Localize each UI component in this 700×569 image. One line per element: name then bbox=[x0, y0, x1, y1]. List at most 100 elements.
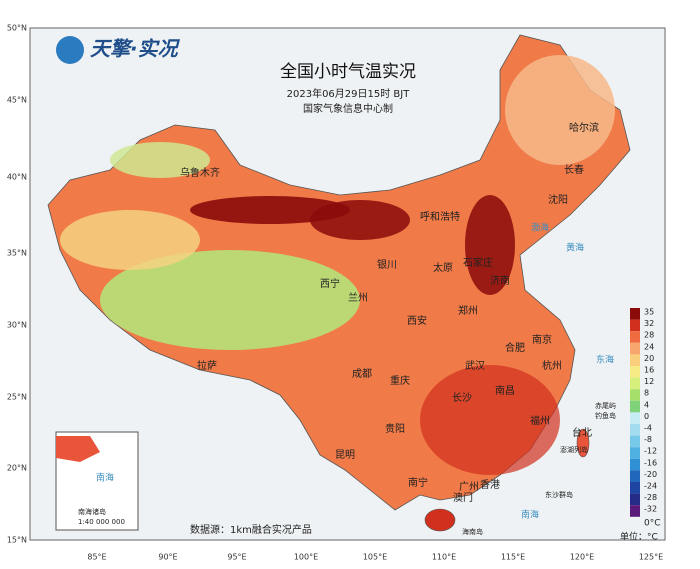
lat-label: 40°N bbox=[7, 173, 27, 182]
lon-label: 95°E bbox=[227, 553, 246, 562]
legend-label: 28 bbox=[644, 331, 654, 340]
lat-label: 45°N bbox=[7, 96, 27, 105]
title: 全国小时气温实况 bbox=[280, 62, 416, 82]
region-shade bbox=[110, 142, 210, 178]
sea-label: 黄海 bbox=[566, 242, 584, 254]
city-label: 香港 bbox=[480, 479, 500, 491]
taiwan bbox=[576, 428, 590, 458]
city-label: 呼和浩特 bbox=[420, 211, 460, 223]
region-shade bbox=[60, 210, 200, 270]
city-label: 武汉 bbox=[465, 359, 485, 372]
sea-label: 南海 bbox=[521, 509, 539, 521]
legend-swatch bbox=[630, 366, 640, 378]
sea-label: 东海 bbox=[596, 354, 614, 366]
city-label: 西宁 bbox=[320, 277, 340, 290]
legend-swatch bbox=[630, 389, 640, 401]
city-label: 成都 bbox=[352, 368, 372, 380]
city-label: 福州 bbox=[530, 414, 550, 427]
hainan bbox=[424, 508, 456, 532]
region-shade bbox=[420, 365, 560, 475]
legend-label: 0 bbox=[644, 412, 649, 421]
city-label: 长春 bbox=[564, 164, 584, 176]
lat-label: 50°N bbox=[7, 24, 27, 33]
legend-swatch bbox=[630, 331, 640, 343]
city-label: 重庆 bbox=[390, 374, 410, 387]
legend-swatch bbox=[630, 354, 640, 366]
city-label: 乌鲁木齐 bbox=[180, 166, 220, 179]
lon-label: 125°E bbox=[639, 553, 663, 562]
lat-label: 30°N bbox=[7, 321, 27, 330]
inset-label: 南海诸岛 bbox=[78, 507, 106, 516]
legend-swatch bbox=[630, 482, 640, 494]
logo: 天擎·实况 bbox=[90, 37, 181, 61]
sea-label: 渤海 bbox=[531, 222, 549, 234]
city-label: 郑州 bbox=[458, 304, 478, 317]
city-label: 济南 bbox=[490, 274, 510, 287]
lon-label: 120°E bbox=[570, 553, 594, 562]
lon-label: 90°E bbox=[158, 553, 177, 562]
legend-swatch bbox=[630, 400, 640, 413]
legend-label: -12 bbox=[644, 447, 657, 456]
lat-label: 25°N bbox=[7, 393, 27, 402]
legend-swatch bbox=[630, 470, 640, 482]
legend-label: -20 bbox=[644, 470, 657, 479]
legend-label: 32 bbox=[644, 319, 654, 328]
island-label: 澎湖列岛 bbox=[560, 445, 588, 454]
legend-unit: 单位：°C bbox=[620, 531, 658, 543]
lon-label: 115°E bbox=[501, 553, 525, 562]
region-shade bbox=[465, 195, 515, 295]
producer: 国家气象信息中心制 bbox=[303, 102, 393, 115]
region-shade bbox=[100, 250, 360, 350]
inset-scale: 1:40 000 000 bbox=[78, 518, 125, 526]
island-label: 赤尾屿 bbox=[595, 401, 616, 410]
city-label: 合肥 bbox=[505, 341, 525, 354]
legend-bottom: 0°C bbox=[644, 518, 661, 528]
city-label: 澳门 bbox=[453, 491, 473, 504]
island-label: 东沙群岛 bbox=[545, 490, 573, 499]
city-label: 广州 bbox=[459, 481, 479, 493]
legend-swatch bbox=[630, 424, 640, 436]
source: 数据源：1km融合实况产品 bbox=[190, 523, 312, 536]
lon-label: 110°E bbox=[432, 553, 456, 562]
city-label: 银川 bbox=[377, 258, 397, 271]
legend-label: 20 bbox=[644, 354, 654, 363]
island-label: 海南岛 bbox=[462, 527, 483, 536]
legend-label: -4 bbox=[644, 424, 652, 433]
city-label: 南京 bbox=[532, 333, 552, 346]
lon-label: 105°E bbox=[363, 553, 387, 562]
city-label: 杭州 bbox=[542, 359, 562, 372]
city-label: 南宁 bbox=[408, 476, 428, 489]
lat-label: 35°N bbox=[7, 249, 27, 258]
region-shade bbox=[505, 55, 615, 165]
logo-icon bbox=[56, 36, 84, 64]
legend-swatch bbox=[630, 377, 640, 390]
legend-swatch bbox=[630, 447, 640, 459]
legend-swatch bbox=[630, 435, 640, 448]
legend-swatch bbox=[630, 505, 640, 517]
city-label: 南昌 bbox=[495, 384, 515, 397]
legend-label: -32 bbox=[644, 505, 657, 514]
island-label: 钓鱼岛 bbox=[595, 411, 616, 420]
lon-label: 100°E bbox=[294, 553, 318, 562]
legend-label: -16 bbox=[644, 458, 657, 467]
legend-swatch bbox=[630, 319, 640, 332]
legend-swatch bbox=[630, 308, 640, 320]
city-label: 台北 bbox=[572, 426, 592, 439]
lat-label: 20°N bbox=[7, 464, 27, 473]
legend-swatch bbox=[630, 458, 640, 471]
legend-label: 12 bbox=[644, 377, 654, 386]
legend-label: 24 bbox=[644, 342, 654, 351]
city-label: 西安 bbox=[407, 314, 427, 327]
region-shade bbox=[310, 200, 410, 240]
legend-swatch bbox=[630, 412, 640, 424]
inset-land bbox=[56, 436, 100, 462]
legend-label: -24 bbox=[644, 482, 657, 491]
legend-label: 35 bbox=[644, 308, 654, 317]
legend-swatch bbox=[630, 342, 640, 355]
legend-label: -8 bbox=[644, 435, 652, 444]
legend-label: -28 bbox=[644, 493, 657, 502]
lon-label: 85°E bbox=[87, 553, 106, 562]
city-label: 哈尔滨 bbox=[569, 121, 599, 134]
city-label: 贵阳 bbox=[385, 422, 405, 435]
